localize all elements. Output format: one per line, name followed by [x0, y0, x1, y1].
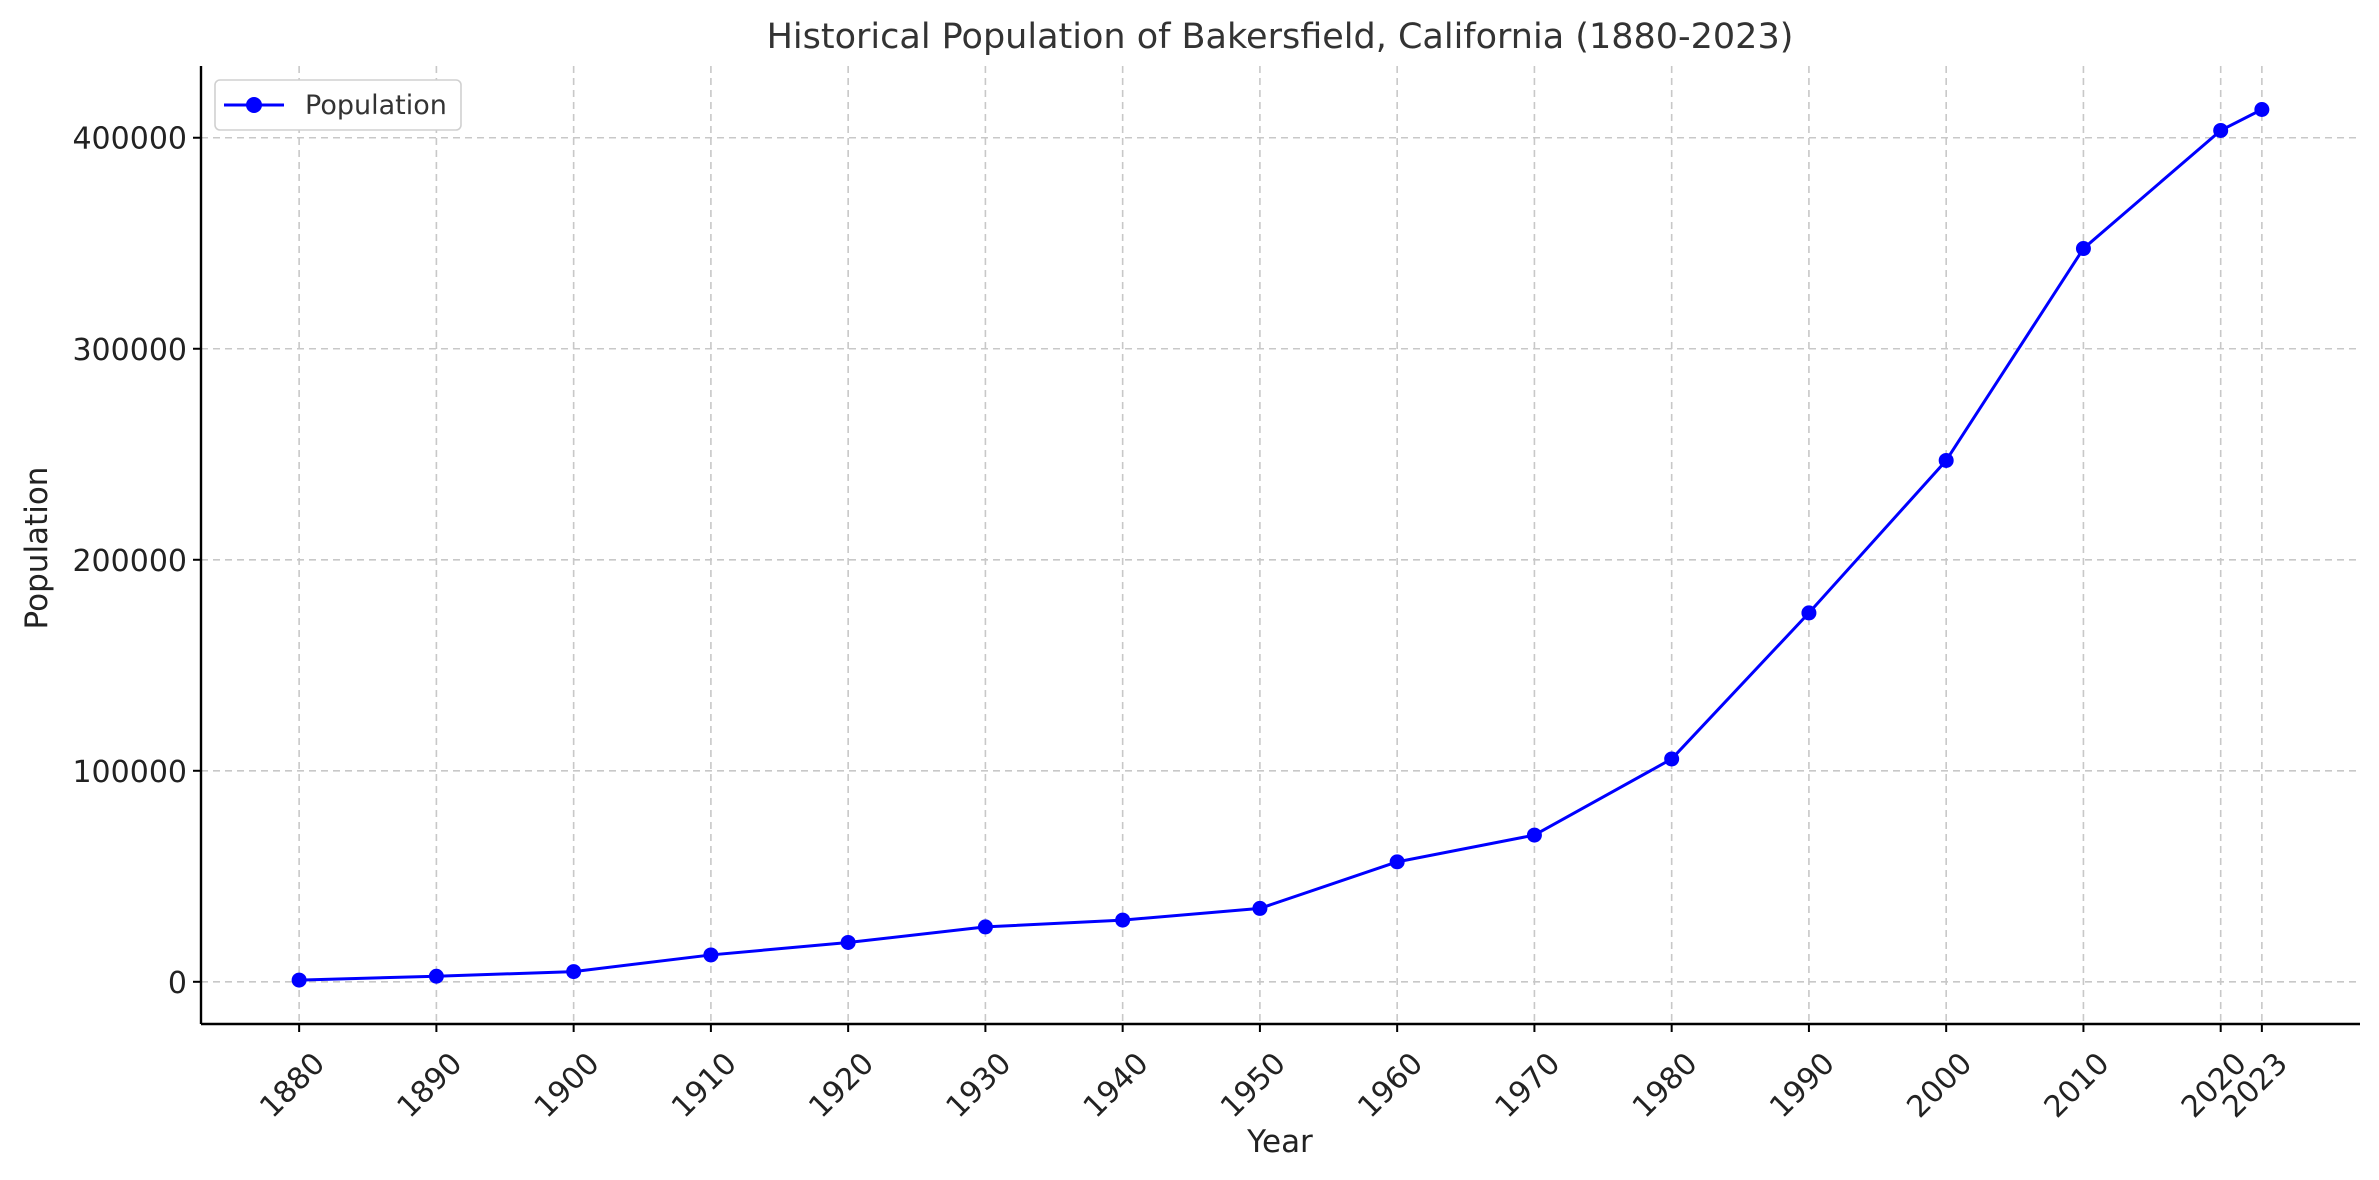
x-tick-label-1990: 1990 — [1763, 1046, 1842, 1125]
data-point-1890 — [428, 968, 444, 984]
y-tick-label-400000: 400000 — [72, 122, 187, 157]
data-point-1900 — [566, 964, 582, 980]
x-tick-label-1930: 1930 — [940, 1046, 1019, 1125]
series-layer — [291, 102, 2270, 988]
y-axis-label: Population — [19, 467, 55, 630]
data-point-2020 — [2213, 122, 2229, 138]
x-tick-label-1940: 1940 — [1077, 1046, 1156, 1125]
data-point-1930 — [977, 919, 993, 935]
x-tick-label-1970: 1970 — [1489, 1046, 1568, 1125]
series-line-0 — [299, 108, 2263, 982]
data-point-1950 — [1252, 900, 1268, 916]
y-tick-label-300000: 300000 — [72, 333, 187, 368]
y-tick-label-200000: 200000 — [72, 544, 187, 579]
ticks: 1880 1890 1900 1910 1920 1930 1940 1950 1960 1970… — [72, 122, 2294, 1125]
data-point-1920 — [840, 934, 856, 950]
x-tick-label-1950: 1950 — [1214, 1046, 1293, 1125]
data-point-1910 — [703, 947, 719, 963]
data-point-2000 — [1938, 452, 1954, 468]
x-tick-label-1980: 1980 — [1626, 1046, 1705, 1125]
chart-title: Historical Population of Bakersfield, Ca… — [767, 17, 1794, 57]
data-point-1940 — [1115, 912, 1131, 928]
x-tick-label-2010: 2010 — [2038, 1046, 2117, 1125]
x-tick-label-1880: 1880 — [253, 1046, 332, 1125]
y-tick-label-100000: 100000 — [72, 755, 187, 790]
data-point-1980 — [1664, 751, 1680, 767]
legend-label: Population — [305, 90, 447, 121]
x-tick-label-1910: 1910 — [665, 1046, 744, 1125]
x-tick-label-2000: 2000 — [1900, 1046, 1979, 1125]
legend-marker-swatch — [246, 97, 262, 113]
x-tick-label-1920: 1920 — [802, 1046, 881, 1125]
data-point-1970 — [1526, 827, 1542, 843]
data-point-1880 — [291, 972, 307, 988]
data-point-2023 — [2254, 102, 2270, 118]
legend: Population — [214, 79, 462, 131]
data-point-1960 — [1389, 854, 1405, 870]
data-point-2010 — [2075, 241, 2091, 257]
data-point-1990 — [1801, 605, 1817, 621]
x-tick-label-1890: 1890 — [391, 1046, 470, 1125]
x-axis-label: Year — [1246, 1124, 1313, 1160]
x-tick-label-1900: 1900 — [528, 1046, 607, 1125]
axes — [199, 66, 2360, 1026]
grid — [201, 66, 2360, 1024]
x-tick-label-1960: 1960 — [1351, 1046, 1430, 1125]
legend-box — [214, 79, 462, 131]
y-tick-label-0: 0 — [168, 966, 187, 1001]
